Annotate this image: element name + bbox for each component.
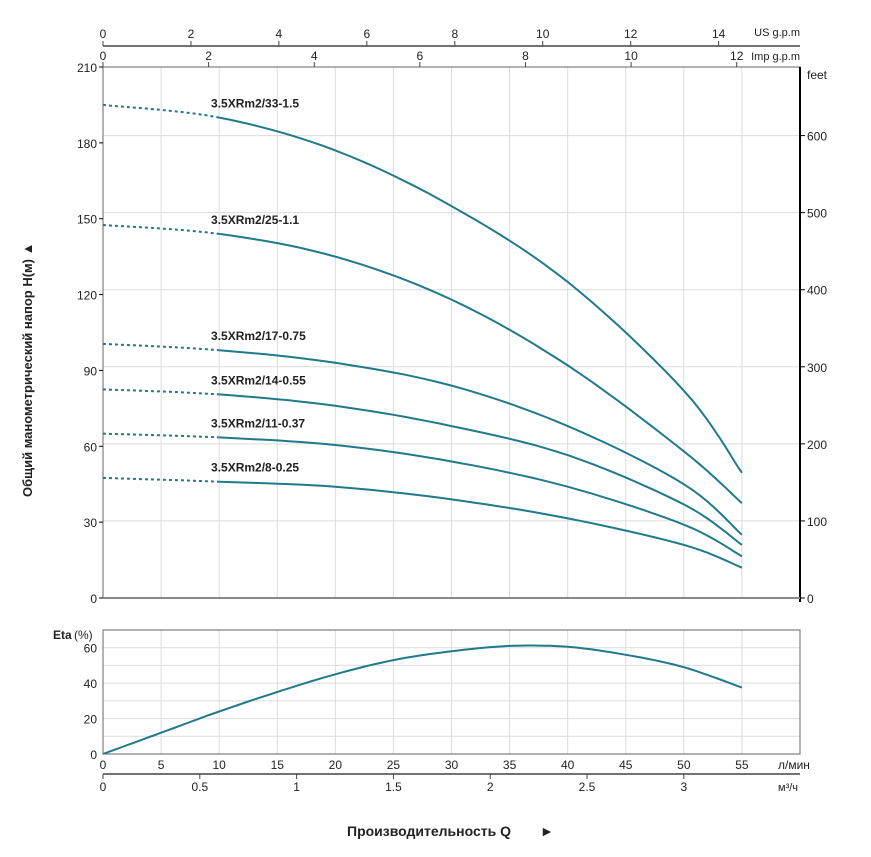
- x-axis-arrow: ►: [540, 823, 554, 839]
- us-gpm-tick-label: 14: [712, 27, 726, 41]
- m3h-tick-label: 1: [293, 780, 300, 794]
- m3h-axis-label: м³/ч: [778, 782, 798, 794]
- m3h-tick-label: 1.5: [385, 780, 402, 794]
- eta-plot-frame: [102, 629, 801, 755]
- x-tick-label: 45: [619, 758, 633, 772]
- curve-dashed-3.5XRm2/33-1.5: [102, 103, 220, 119]
- feet-tick-label: 0: [807, 592, 814, 606]
- feet-axis-label: feet: [807, 68, 828, 82]
- eta-curve: [102, 644, 743, 755]
- curve-dashed-3.5XRm2/17-0.75: [102, 342, 220, 352]
- m3h-tick-label: 3: [680, 780, 687, 794]
- curve-dashed-3.5XRm2/14-0.55: [102, 388, 220, 396]
- y-tick-label: 0: [90, 592, 97, 606]
- x-tick-label: 55: [735, 758, 749, 772]
- imp-gpm-tick-label: 8: [522, 49, 529, 63]
- x-tick-label: 5: [158, 758, 165, 772]
- curve-dashed-3.5XRm2/11-0.37: [102, 432, 220, 439]
- imp-gpm-tick-label: 12: [730, 49, 744, 63]
- m3h-tick-label: 0.5: [191, 780, 208, 794]
- feet-tick-label: 100: [807, 515, 827, 529]
- y-tick-label: 120: [77, 289, 97, 303]
- imp-gpm-tick-label: 4: [311, 49, 318, 63]
- curve-dashed-3.5XRm2/25-1.1: [102, 224, 220, 235]
- y-tick-label: 150: [77, 213, 97, 227]
- x-tick-label: 0: [100, 758, 107, 772]
- eta-y-tick-label: 40: [84, 677, 98, 691]
- feet-tick-label: 200: [807, 438, 827, 452]
- imp-gpm-tick-label: 10: [624, 49, 638, 63]
- curve-label: 3.5XRm2/11-0.37: [211, 416, 305, 430]
- imp-gpm-tick-label: 0: [100, 49, 107, 63]
- x-tick-label: 30: [445, 758, 459, 772]
- curve-3.5XRm2/14-0.55: [219, 393, 743, 546]
- feet-tick-label: 400: [807, 284, 827, 298]
- curve-3.5XRm2/17-0.75: [219, 349, 743, 536]
- x-tick-label: 35: [503, 758, 517, 772]
- imp-gpm-axis-label: Imp g.p.m: [751, 51, 800, 63]
- m3h-tick-label: 2.5: [579, 780, 596, 794]
- us-gpm-tick-label: 2: [188, 27, 195, 41]
- x-tick-label: 20: [329, 758, 343, 772]
- feet-tick-label: 300: [807, 361, 827, 375]
- us-gpm-tick-label: 0: [100, 27, 107, 41]
- us-gpm-tick-label: 6: [363, 27, 370, 41]
- curve-3.5XRm2/33-1.5: [219, 116, 743, 474]
- y-tick-label: 180: [77, 137, 97, 151]
- x-axis-unit: л/мин: [778, 758, 810, 772]
- m3h-tick-label: 2: [487, 780, 494, 794]
- x-tick-label: 25: [387, 758, 401, 772]
- curve-label: 3.5XRm2/8-0.25: [211, 461, 299, 475]
- feet-tick-label: 500: [807, 207, 827, 221]
- us-gpm-tick-label: 10: [536, 27, 550, 41]
- eta-y-tick-label: 0: [90, 748, 97, 762]
- imp-gpm-tick-label: 2: [205, 49, 212, 63]
- x-tick-label: 15: [271, 758, 285, 772]
- us-gpm-tick-label: 4: [276, 27, 283, 41]
- curve-label: 3.5XRm2/17-0.75: [211, 329, 306, 343]
- eta-axis-unit: (%): [74, 628, 93, 642]
- eta-axis-label: Eta: [53, 628, 72, 642]
- curve-label: 3.5XRm2/33-1.5: [211, 97, 299, 111]
- y-tick-label: 90: [84, 364, 98, 378]
- curve-3.5XRm2/25-1.1: [219, 232, 743, 504]
- eta-y-tick-label: 60: [84, 642, 98, 656]
- us-gpm-tick-label: 8: [451, 27, 458, 41]
- imp-gpm-tick-label: 6: [417, 49, 424, 63]
- us-gpm-axis-label: US g.p.m: [754, 27, 800, 39]
- x-tick-label: 50: [677, 758, 691, 772]
- y-tick-label: 60: [84, 440, 98, 454]
- y-axis-title: Общий манометрический напор H(м) ▲: [20, 243, 35, 497]
- y-tick-label: 210: [77, 61, 97, 75]
- curve-label: 3.5XRm2/14-0.55: [211, 373, 306, 387]
- curve-3.5XRm2/8-0.25: [219, 480, 743, 569]
- y-tick-label: 30: [84, 516, 98, 530]
- curve-dashed-3.5XRm2/8-0.25: [102, 476, 220, 483]
- x-tick-label: 40: [561, 758, 575, 772]
- feet-tick-label: 600: [807, 130, 827, 144]
- eta-y-tick-label: 20: [84, 713, 98, 727]
- m3h-tick-label: 0: [100, 780, 107, 794]
- curve-label: 3.5XRm2/25-1.1: [211, 213, 299, 227]
- curve-3.5XRm2/11-0.37: [219, 436, 743, 558]
- us-gpm-tick-label: 12: [624, 27, 638, 41]
- x-axis-title: Производительность Q: [347, 823, 511, 839]
- x-tick-label: 10: [212, 758, 226, 772]
